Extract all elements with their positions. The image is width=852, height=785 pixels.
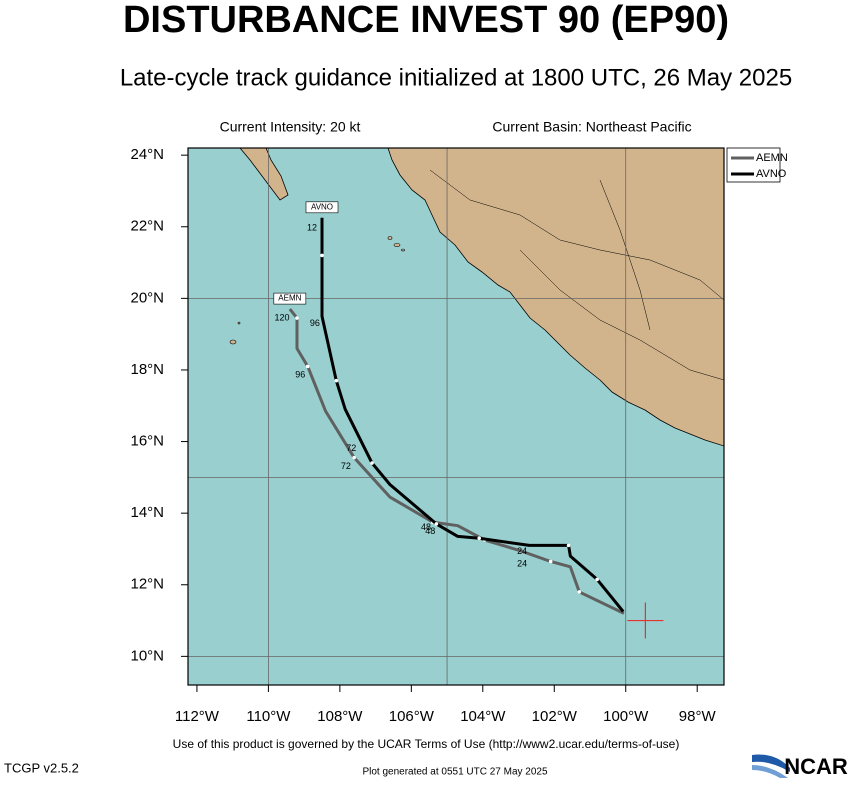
generated: Plot generated at 0551 UTC 27 May 2025 bbox=[362, 767, 548, 778]
x-tick-label: 106°W bbox=[389, 708, 435, 725]
x-tick-label: 112°W bbox=[175, 708, 220, 725]
hour-label: 48 bbox=[425, 526, 435, 536]
logo: NCAR bbox=[752, 754, 848, 779]
hour-label: 24 bbox=[517, 546, 527, 556]
legend: AEMN AVNO bbox=[726, 147, 788, 183]
chart-title: DISTURBANCE INVEST 90 (EP90) bbox=[123, 0, 729, 41]
track-tag-box bbox=[305, 201, 339, 214]
track-point bbox=[370, 461, 374, 465]
current-position bbox=[627, 602, 664, 639]
hour-label: 72 bbox=[346, 443, 356, 453]
legend-label: AVNO bbox=[756, 168, 787, 180]
hour-label: 120 bbox=[274, 312, 289, 322]
y-tick-label: 22°N bbox=[130, 218, 164, 235]
x-tick-label: 110°W bbox=[246, 708, 291, 725]
track-point bbox=[577, 590, 582, 594]
track-point bbox=[352, 455, 356, 460]
y-tick-label: 10°N bbox=[130, 647, 164, 664]
x-tick-label: 102°W bbox=[532, 708, 578, 725]
track-point bbox=[320, 253, 324, 258]
land bbox=[229, 148, 724, 447]
track-point bbox=[305, 364, 310, 369]
hour-label: 96 bbox=[295, 369, 305, 379]
y-tick-label: 12°N bbox=[130, 576, 164, 593]
y-tick-label: 16°N bbox=[130, 433, 164, 450]
track-point bbox=[477, 536, 482, 541]
track-point bbox=[595, 577, 599, 582]
axes: 112°W 110°W 108°W 106°W 104°W 102°W 100°W 98°W 1… bbox=[130, 146, 716, 725]
track-point bbox=[434, 522, 439, 526]
track-tag: AVNO bbox=[311, 202, 333, 211]
x-tick-label: 100°W bbox=[603, 708, 649, 725]
hour-label: 96 bbox=[310, 318, 320, 328]
x-tick-label: 104°W bbox=[460, 708, 506, 725]
track-point bbox=[566, 543, 571, 548]
track-point bbox=[548, 559, 553, 564]
basin: Current Basin: Northeast Pacific bbox=[492, 119, 691, 135]
legend-label: AEMN bbox=[756, 152, 788, 164]
legend-items: AEMN AVNO bbox=[731, 152, 788, 180]
terms: Use of this product is governed by the U… bbox=[173, 737, 680, 751]
x-tick-label: 108°W bbox=[317, 708, 363, 725]
hour-label: 72 bbox=[341, 461, 351, 471]
plot-frame bbox=[187, 147, 725, 686]
hour-label: 48 bbox=[421, 522, 431, 532]
track-tag: AEMN bbox=[278, 294, 301, 303]
y-tick-label: 18°N bbox=[130, 361, 164, 378]
track-point bbox=[334, 378, 339, 383]
tracks: 24 48 72 96 120 AEMN 24 48 72 96 12 AVNO bbox=[273, 201, 664, 639]
legend-box bbox=[726, 147, 781, 183]
hour-label: 12 bbox=[307, 223, 317, 233]
version: TCGP v2.5.2 bbox=[4, 760, 79, 775]
chart-subtitle: Late-cycle track guidance initialized at… bbox=[120, 64, 792, 91]
logo-text: NCAR bbox=[784, 754, 848, 779]
x-tick-label: 98°W bbox=[679, 708, 717, 725]
y-tick-label: 14°N bbox=[130, 504, 164, 521]
y-tick-label: 24°N bbox=[130, 146, 164, 163]
track-tag-box bbox=[273, 292, 307, 305]
y-tick-label: 20°N bbox=[130, 289, 164, 306]
track-point bbox=[295, 316, 299, 320]
hour-label: 24 bbox=[517, 559, 527, 569]
intensity: Current Intensity: 20 kt bbox=[220, 119, 361, 135]
